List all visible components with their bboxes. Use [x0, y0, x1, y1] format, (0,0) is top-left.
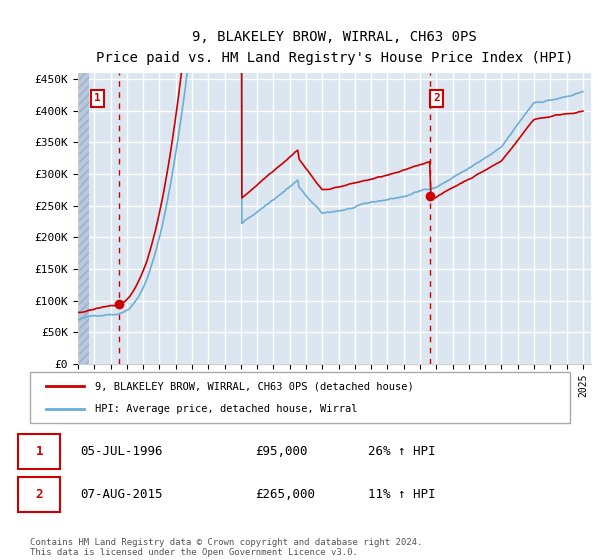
FancyBboxPatch shape — [18, 477, 60, 512]
Text: 1: 1 — [94, 94, 101, 103]
Text: 11% ↑ HPI: 11% ↑ HPI — [368, 488, 435, 501]
Text: HPI: Average price, detached house, Wirral: HPI: Average price, detached house, Wirr… — [95, 404, 358, 414]
Text: Contains HM Land Registry data © Crown copyright and database right 2024.
This d: Contains HM Land Registry data © Crown c… — [30, 538, 422, 557]
Text: 26% ↑ HPI: 26% ↑ HPI — [368, 445, 435, 458]
Text: 05-JUL-1996: 05-JUL-1996 — [80, 445, 163, 458]
FancyBboxPatch shape — [18, 434, 60, 469]
Text: 9, BLAKELEY BROW, WIRRAL, CH63 0PS (detached house): 9, BLAKELEY BROW, WIRRAL, CH63 0PS (deta… — [95, 381, 413, 391]
Text: 2: 2 — [433, 94, 440, 103]
Text: £265,000: £265,000 — [255, 488, 315, 501]
Title: 9, BLAKELEY BROW, WIRRAL, CH63 0PS
Price paid vs. HM Land Registry's House Price: 9, BLAKELEY BROW, WIRRAL, CH63 0PS Price… — [96, 30, 573, 65]
Text: 2: 2 — [35, 488, 43, 501]
Text: £95,000: £95,000 — [255, 445, 307, 458]
FancyBboxPatch shape — [30, 372, 570, 423]
Text: 07-AUG-2015: 07-AUG-2015 — [80, 488, 163, 501]
Text: 1: 1 — [35, 445, 43, 458]
